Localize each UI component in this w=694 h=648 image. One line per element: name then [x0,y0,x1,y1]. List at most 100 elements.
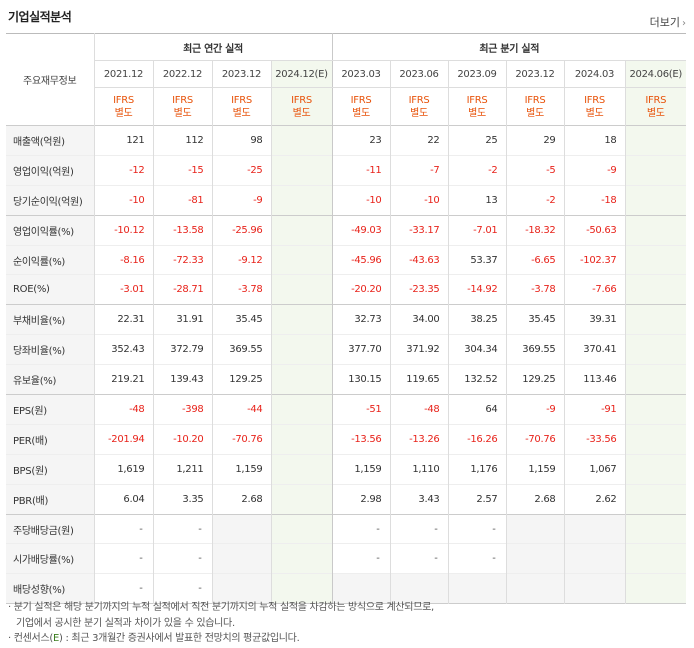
ifrs-label: IFRS 별도 [389,87,448,126]
table-cell: 369.55 [211,334,271,365]
table-cell: -33.17 [389,214,448,246]
period-header: 2023.12 [505,60,564,88]
ifrs-bottom: 별도 [468,107,486,119]
ifrs-bottom: 별도 [410,107,428,119]
table-cell: -81 [152,184,212,216]
table-cell: 22.31 [93,304,153,335]
table-cell: 1,159 [505,453,564,485]
table-cell: -5 [505,154,564,186]
table-cell: -11 [331,154,390,186]
table-cell: 25 [447,125,506,156]
ifrs-label: IFRS 별도 [624,87,686,126]
table-row: PBR(배) 6.04 3.35 2.68 2.98 3.43 2.57 2.68 2.62 [6,483,686,515]
table-row: ROE(%) -3.01 -28.71 -3.78 -20.20 -23.35 -14.92… [6,274,686,305]
footnote-quarterly-cont: 기업에서 공시한 분기 실적과 차이가 있을 수 있습니다. [16,617,235,629]
table-cell: 18 [563,125,625,156]
table-row: 배당성향(%) - - [6,573,686,604]
table-cell: -9 [211,184,271,216]
table-cell: 377.70 [331,334,390,365]
table-cell: -10.12 [93,214,153,246]
table-cell: -25.96 [211,214,271,246]
table-cell: -3.01 [93,274,153,305]
table-row: EPS(원) -48 -398 -44 -51 -48 64 -9 -91 [6,394,686,425]
row-label: 영업이익(억원) [6,154,95,186]
row-label: 배당성향(%) [6,573,95,604]
table-cell: 2.98 [331,483,390,515]
financial-summary-table: 주요재무정보 최근 연간 실적 최근 분기 실적 2021.12 2022.12 2… [6,33,686,605]
table-cell: - [447,543,506,574]
table-cell: -45.96 [331,244,390,275]
table-cell: -7.01 [447,214,506,246]
table-cell [270,304,332,335]
ifrs-top: IFRS [113,94,134,106]
table-cell: -48 [389,394,448,425]
table-cell [624,423,686,455]
table-cell [624,244,686,275]
row-label: 순이익률(%) [6,244,95,275]
table-cell: -13.56 [331,423,390,455]
row-label: 당좌비율(%) [6,334,95,365]
period-header: 2023.06 [389,60,448,88]
table-cell: 2.68 [505,483,564,515]
table-cell [270,573,332,604]
table-cell [270,125,332,156]
table-cell: - [389,543,448,574]
ifrs-bottom: 별도 [292,107,311,119]
table-cell: -8.16 [93,244,153,275]
table-cell [624,304,686,335]
table-cell [505,513,564,544]
annual-group-header: 최근 연간 실적 [94,33,332,61]
table-cell: 64 [447,394,506,425]
table-cell: 129.25 [211,364,271,395]
table-row: 시가배당률(%) - - - - - [6,543,686,574]
table-cell: - [152,513,212,544]
table-cell: -51 [331,394,390,425]
table-row: PER(배) -201.94 -10.20 -70.76 -13.56 -13.26 -16… [6,423,686,455]
ifrs-label: IFRS 별도 [211,87,271,126]
period-header: 2024.06(E) [624,60,686,88]
ifrs-top: IFRS [291,94,312,106]
period-header: 2024.03 [563,60,625,88]
table-cell: 1,159 [211,453,271,485]
table-cell: 371.92 [389,334,448,365]
table-cell: 34.00 [389,304,448,335]
table-cell [624,394,686,425]
ifrs-label: IFRS 별도 [505,87,564,126]
table-cell [624,453,686,485]
table-cell [447,573,506,604]
table-cell: 98 [211,125,271,156]
row-label: PBR(배) [6,483,95,515]
ifrs-top: IFRS [645,94,667,106]
table-cell [270,154,332,186]
quarter-group-header: 최근 분기 실적 [331,33,686,61]
table-cell: -70.76 [211,423,271,455]
table-cell: -398 [152,394,212,425]
table-cell: 3.43 [389,483,448,515]
table-cell: 139.43 [152,364,212,395]
ifrs-label: IFRS 별도 [563,87,625,126]
row-label: 부채비율(%) [6,304,95,335]
ifrs-top: IFRS [231,94,252,106]
table-cell: 1,159 [331,453,390,485]
table-cell: 23 [331,125,390,156]
table-cell: 2.62 [563,483,625,515]
ifrs-top: IFRS [524,94,546,106]
ifrs-label: IFRS 별도 [270,87,332,126]
table-cell [270,214,332,246]
row-label: BPS(원) [6,453,95,485]
table-cell [331,573,390,604]
table-cell [624,334,686,365]
table-cell: -9 [563,154,625,186]
table-cell: -25 [211,154,271,186]
more-link[interactable]: 더보기 › [650,14,686,30]
ifrs-bottom: 별도 [173,107,192,119]
table-cell: 369.55 [505,334,564,365]
table-cell: 13 [447,184,506,216]
table-cell [270,483,332,515]
table-cell: 1,211 [152,453,212,485]
table-cell [389,573,448,604]
table-cell: -2 [505,184,564,216]
table-cell [270,364,332,395]
table-cell: -33.56 [563,423,625,455]
table-row: 부채비율(%) 22.31 31.91 35.45 32.73 34.00 38.25 35.… [6,304,686,335]
